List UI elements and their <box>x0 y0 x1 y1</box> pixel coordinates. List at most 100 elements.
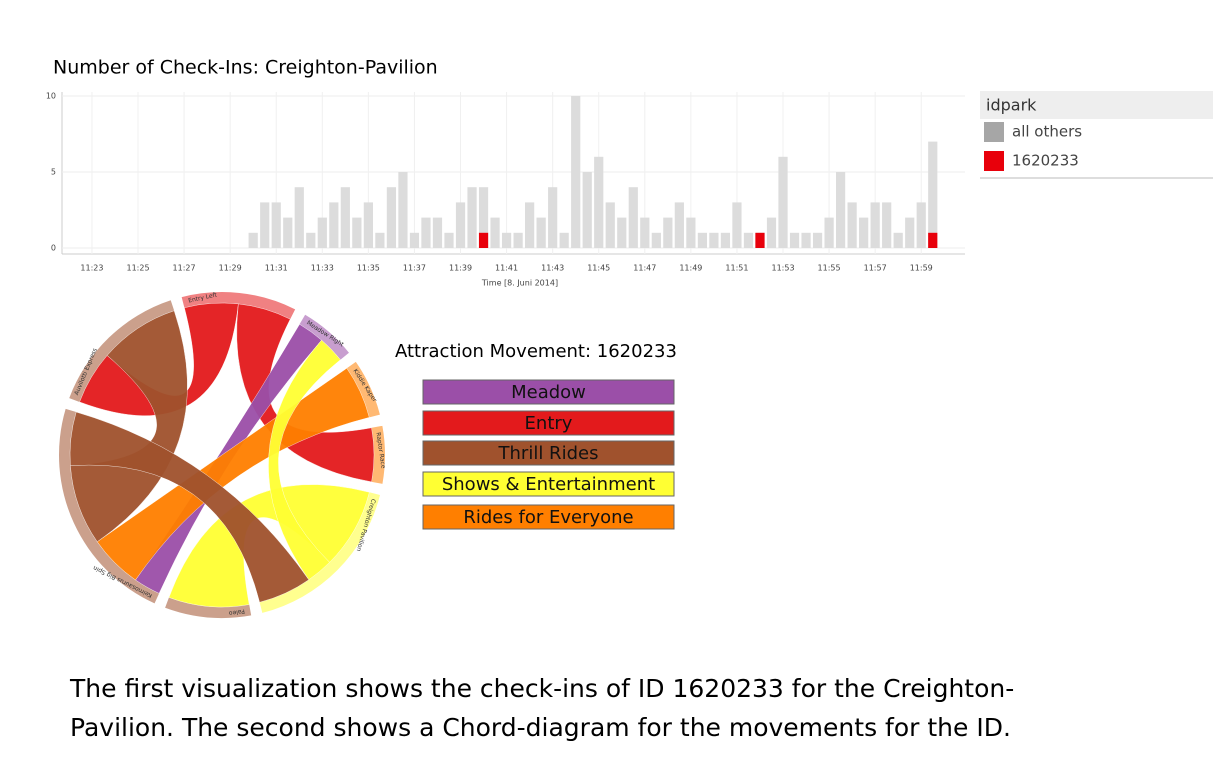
bar <box>513 232 523 248</box>
bar <box>548 187 558 248</box>
caption-line: The first visualization shows the check-… <box>69 674 1014 703</box>
chord-group-arc <box>371 425 385 484</box>
bar <box>882 202 892 248</box>
bar <box>375 232 385 248</box>
bar <box>432 217 443 248</box>
x-tick-label: 11:45 <box>587 264 610 273</box>
bar <box>294 187 304 248</box>
legend-label: all others <box>1012 123 1082 141</box>
bar <box>847 202 857 248</box>
chord-group-arc <box>259 492 381 613</box>
bar <box>501 232 512 248</box>
x-tick-label: 11:27 <box>173 264 196 273</box>
x-tick-label: 11:33 <box>311 264 334 273</box>
bar <box>605 202 615 248</box>
chord-group-arc <box>58 408 160 604</box>
legend-title: idpark <box>986 96 1037 115</box>
chord-group-arc <box>165 597 252 618</box>
bar <box>697 232 707 248</box>
x-tick-label: 11:53 <box>771 264 794 273</box>
chord-group-arc <box>181 291 296 320</box>
chord-group-arc <box>69 300 175 402</box>
bar <box>283 217 293 248</box>
x-tick-label: 11:49 <box>679 264 702 273</box>
chord-legend-label: Rides for Everyone <box>463 507 633 528</box>
bar <box>363 202 373 248</box>
x-tick-label: 11:43 <box>541 264 564 273</box>
bar <box>893 232 903 248</box>
x-tick-label: 11:29 <box>219 264 242 273</box>
bar <box>812 232 823 248</box>
bar <box>836 172 846 248</box>
x-tick-label: 11:31 <box>265 264 288 273</box>
bar <box>478 232 489 248</box>
bar <box>755 232 765 248</box>
bar <box>490 217 500 248</box>
y-tick-label: 10 <box>46 92 56 101</box>
bar <box>306 232 316 248</box>
legend-swatch <box>984 151 1004 171</box>
x-tick-label: 11:51 <box>725 264 748 273</box>
chord <box>268 339 341 581</box>
bar <box>271 202 281 248</box>
x-tick-label: 11:47 <box>633 264 656 273</box>
bar <box>859 217 869 248</box>
chord <box>69 411 310 603</box>
legend-swatch <box>984 122 1004 142</box>
bar <box>455 202 466 248</box>
chord-legend-box <box>422 410 675 436</box>
bar <box>870 202 880 248</box>
bar <box>789 232 800 248</box>
chord-legend-box <box>422 471 675 497</box>
bar <box>559 232 569 248</box>
chord-group-label: Paleo <box>228 607 245 616</box>
chord-title: Attraction Movement: 1620233 <box>395 341 677 362</box>
x-tick-label: 11:57 <box>864 264 887 273</box>
bar <box>928 141 938 248</box>
x-tick-label: 11:35 <box>357 264 380 273</box>
bar <box>386 187 397 248</box>
bar <box>582 172 592 248</box>
bar <box>248 232 258 248</box>
bar <box>444 232 454 248</box>
bar <box>766 217 777 248</box>
bar <box>594 156 604 248</box>
chord-legend-box <box>422 504 675 530</box>
x-tick-label: 11:39 <box>449 264 472 273</box>
chord-group-arc <box>346 361 380 418</box>
bar <box>628 187 638 248</box>
bar <box>536 217 546 248</box>
bar <box>686 217 696 248</box>
chord-legend-label: Shows & Entertainment <box>442 474 655 495</box>
bar <box>398 172 408 248</box>
bar <box>801 232 811 248</box>
x-axis-label: Time [8. Juni 2014] <box>481 279 558 288</box>
chord <box>96 367 370 581</box>
bar <box>663 217 673 248</box>
legend-header <box>980 91 1213 119</box>
chord-legend-label: Meadow <box>511 382 586 403</box>
chord-legend-box <box>422 379 675 405</box>
bar <box>905 217 915 248</box>
bar <box>743 232 754 248</box>
bar <box>709 232 719 248</box>
x-tick-label: 11:41 <box>495 264 518 273</box>
x-tick-label: 11:59 <box>910 264 933 273</box>
bar <box>352 217 362 248</box>
x-tick-label: 11:25 <box>126 264 149 273</box>
y-tick-label: 5 <box>51 168 56 177</box>
bar <box>720 232 731 248</box>
bar <box>640 217 650 248</box>
bar <box>525 202 535 248</box>
bar <box>409 232 420 248</box>
bar <box>732 202 742 248</box>
chord-legend-box <box>422 440 675 466</box>
bar <box>317 217 327 248</box>
bar <box>329 202 339 248</box>
y-tick-label: 0 <box>51 244 56 253</box>
chord-group-arc <box>299 314 349 360</box>
bar <box>674 202 684 248</box>
bar <box>478 187 489 248</box>
x-tick-label: 11:55 <box>818 264 841 273</box>
